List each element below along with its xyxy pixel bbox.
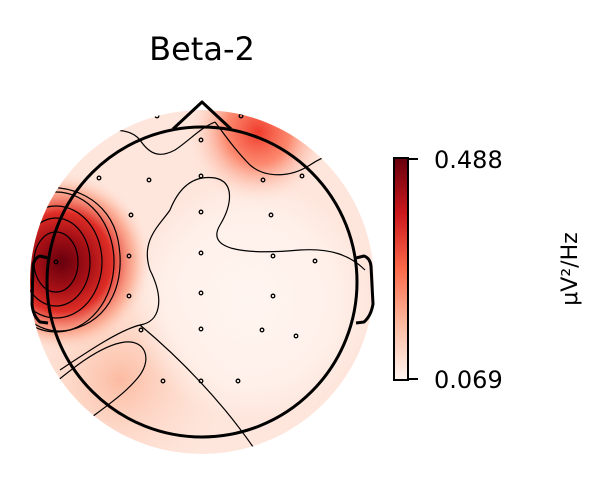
field-hotspot-left-temporal	[30, 110, 374, 454]
colorbar-gradient	[394, 158, 408, 380]
contour-lines	[30, 121, 366, 454]
sensor	[268, 212, 274, 218]
contour-central	[59, 176, 366, 371]
colorbar-frame	[393, 157, 409, 381]
contour-hot-3	[30, 205, 103, 319]
sensor	[198, 326, 204, 332]
sensor	[235, 378, 241, 384]
sensor	[128, 212, 134, 218]
chart-title: Beta-2	[149, 30, 255, 68]
sensor	[160, 378, 166, 384]
sensor	[138, 327, 144, 333]
sensor	[198, 290, 204, 296]
colorbar: 0.488 0.069 μV²/Hz	[393, 146, 583, 394]
contour-diagonal	[139, 324, 263, 454]
sensor	[53, 259, 59, 265]
sensors	[53, 113, 318, 384]
colorbar-min-label: 0.069	[434, 366, 503, 394]
colorbar-max-label: 0.488	[434, 146, 503, 174]
sensor	[293, 333, 299, 339]
sensor	[198, 209, 204, 215]
sensor	[96, 175, 102, 181]
sensor	[299, 173, 305, 179]
sensor	[198, 378, 204, 384]
sensor	[312, 258, 318, 264]
sensor	[270, 253, 276, 259]
contour-left-outer	[30, 186, 121, 332]
sensor	[146, 177, 152, 183]
sensor	[260, 177, 266, 183]
sensor	[270, 293, 276, 299]
head-circle	[45, 125, 359, 439]
contour-lower-left	[39, 341, 147, 431]
colorbar-unit-label: μV²/Hz	[558, 232, 583, 305]
sensor	[198, 137, 204, 143]
topomap-field	[30, 110, 374, 454]
sensor	[198, 173, 204, 179]
head-outline	[30, 100, 375, 439]
right-ear-icon	[355, 254, 375, 325]
nose-icon	[171, 100, 233, 131]
sensor	[126, 293, 132, 299]
contour-hot-2	[30, 217, 91, 307]
left-ear-icon	[30, 254, 49, 325]
sensor	[198, 250, 204, 256]
sensor	[259, 327, 265, 333]
sensor	[126, 253, 132, 259]
